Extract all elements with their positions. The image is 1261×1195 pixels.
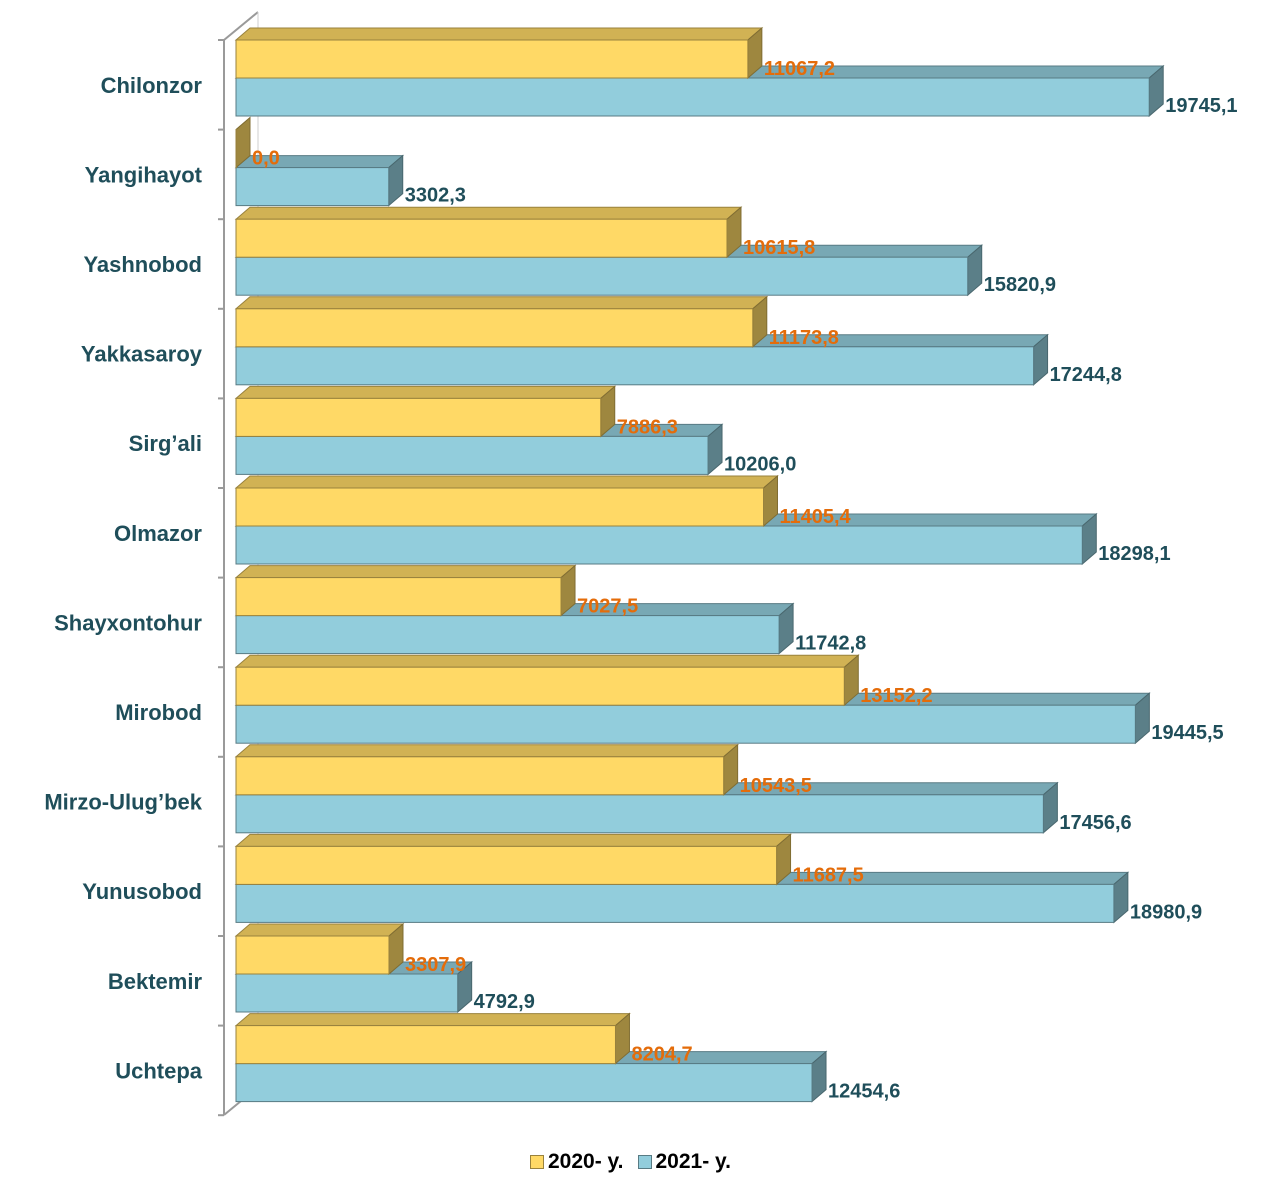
data-label-2021: 4792,9 bbox=[474, 991, 535, 1013]
data-label-2021: 18980,9 bbox=[1130, 901, 1202, 923]
bar-2020-front bbox=[235, 935, 390, 975]
bar-2021-front bbox=[235, 704, 1136, 744]
bar-2020-top bbox=[234, 27, 764, 41]
legend-item: 2021- y. bbox=[637, 1150, 732, 1174]
bar-2020-front bbox=[235, 308, 754, 348]
bar-2021-front bbox=[235, 883, 1115, 923]
bar-chart: 11067,2 19745,1 Chilonzor 0,0 3302,3 Yangihay… bbox=[44, 11, 1238, 1117]
bar-2021-front bbox=[235, 346, 1035, 386]
legend-label: 2020- y. bbox=[548, 1150, 624, 1173]
bar-2020 bbox=[235, 116, 251, 169]
bar-2020 bbox=[234, 206, 743, 259]
category-label: Shayxontohur bbox=[54, 610, 202, 635]
bar-2020 bbox=[234, 833, 792, 886]
category-label: Olmazor bbox=[114, 521, 202, 546]
data-label-2021: 10206,0 bbox=[724, 453, 796, 475]
bar-2020-top bbox=[234, 654, 860, 668]
data-label-2021: 18298,1 bbox=[1098, 543, 1170, 565]
bar-2020-front bbox=[235, 577, 562, 617]
data-label-2020: 11067,2 bbox=[764, 58, 835, 80]
bar-2021 bbox=[234, 154, 405, 207]
data-label-2020: 10543,5 bbox=[740, 775, 812, 797]
data-label-2020: 7886,3 bbox=[617, 416, 678, 438]
category-label: Uchtepa bbox=[115, 1058, 203, 1083]
bar-2020-top bbox=[234, 744, 739, 758]
bar-2020 bbox=[234, 564, 577, 617]
category-label: Bektemir bbox=[108, 969, 203, 994]
category-label: Sirg’ali bbox=[129, 431, 202, 456]
bar-2020 bbox=[234, 295, 769, 348]
bar-2021-front bbox=[235, 794, 1044, 834]
data-label-2021: 19445,5 bbox=[1151, 722, 1223, 744]
bar-2021-front bbox=[235, 1063, 813, 1103]
bar-2020-top bbox=[234, 1013, 631, 1027]
data-label-2021: 17456,6 bbox=[1059, 812, 1131, 834]
bar-2020-top bbox=[234, 923, 405, 937]
bar-2020-top bbox=[234, 296, 769, 310]
bar-2020-front bbox=[235, 397, 602, 437]
data-label-2020: 11405,4 bbox=[779, 506, 851, 528]
data-label-2020: 8204,7 bbox=[631, 1044, 692, 1066]
bar-2020-top bbox=[234, 206, 743, 220]
legend-swatch bbox=[530, 1155, 544, 1169]
bar-2020-top bbox=[234, 833, 792, 847]
bar-2020-front bbox=[235, 487, 764, 527]
data-label-2020: 11173,8 bbox=[769, 327, 839, 349]
bar-2020-top bbox=[234, 385, 617, 399]
bar-2021-front bbox=[235, 973, 459, 1013]
category-label: Yunusobod bbox=[82, 879, 202, 904]
bar-2020 bbox=[234, 26, 764, 80]
bar-2020-front bbox=[235, 666, 845, 706]
category-label: Yashnobod bbox=[83, 252, 202, 277]
category-label: Mirzo-Ulug’bek bbox=[44, 790, 202, 815]
legend-item: 2020- y. bbox=[530, 1150, 624, 1174]
category-label: Yangihayot bbox=[85, 162, 203, 187]
bar-2020-front bbox=[235, 218, 728, 258]
bar-2020 bbox=[234, 743, 739, 796]
bar-2020 bbox=[234, 922, 405, 976]
bar-2021-front bbox=[235, 256, 969, 296]
data-label-2020: 0,0 bbox=[252, 148, 280, 170]
bar-2021-front bbox=[235, 77, 1150, 117]
data-label-2021: 15820,9 bbox=[984, 274, 1056, 296]
bar-2020-top bbox=[234, 565, 577, 579]
data-label-2021: 19745,1 bbox=[1165, 95, 1237, 117]
bar-2020-front bbox=[235, 1025, 616, 1065]
data-label-2021: 17244,8 bbox=[1050, 364, 1122, 386]
bar-2021-front bbox=[235, 167, 390, 207]
legend-label: 2021- y. bbox=[655, 1150, 732, 1173]
bar-2020-front bbox=[235, 39, 749, 79]
chart-area: 11067,2 19745,1 Chilonzor 0,0 3302,3 Yangihay… bbox=[44, 11, 1238, 1117]
bar-2020-front bbox=[235, 845, 778, 885]
data-label-2020: 11687,5 bbox=[793, 864, 864, 886]
category-label: Yakkasaroy bbox=[81, 342, 203, 367]
legend-swatch bbox=[637, 1155, 652, 1169]
data-label-2020: 3307,9 bbox=[405, 954, 466, 976]
legend: 2020- y. 2021- y. bbox=[0, 1142, 1261, 1182]
bar-2021-front bbox=[235, 525, 1083, 565]
data-label-2021: 12454,6 bbox=[828, 1081, 900, 1103]
bar-2020-front bbox=[235, 756, 725, 796]
data-label-2020: 13152,2 bbox=[860, 685, 932, 707]
bar-2020 bbox=[234, 474, 779, 528]
bar-2020 bbox=[234, 385, 617, 438]
bar-2020-top bbox=[234, 475, 779, 489]
category-label: Mirobod bbox=[115, 700, 202, 725]
bar-2021-front bbox=[235, 435, 709, 475]
data-label-2020: 10615,8 bbox=[743, 237, 815, 259]
data-label-2021: 11742,8 bbox=[795, 633, 866, 655]
axis-depth-top bbox=[223, 11, 259, 41]
data-label-2020: 7027,5 bbox=[577, 596, 638, 618]
bar-2020 bbox=[234, 1012, 631, 1065]
data-label-2021: 3302,3 bbox=[405, 185, 466, 207]
bar-2021-front bbox=[235, 615, 780, 655]
category-label: Chilonzor bbox=[101, 73, 203, 98]
bar-2020 bbox=[234, 654, 860, 707]
bar-2020-front bbox=[235, 129, 237, 169]
